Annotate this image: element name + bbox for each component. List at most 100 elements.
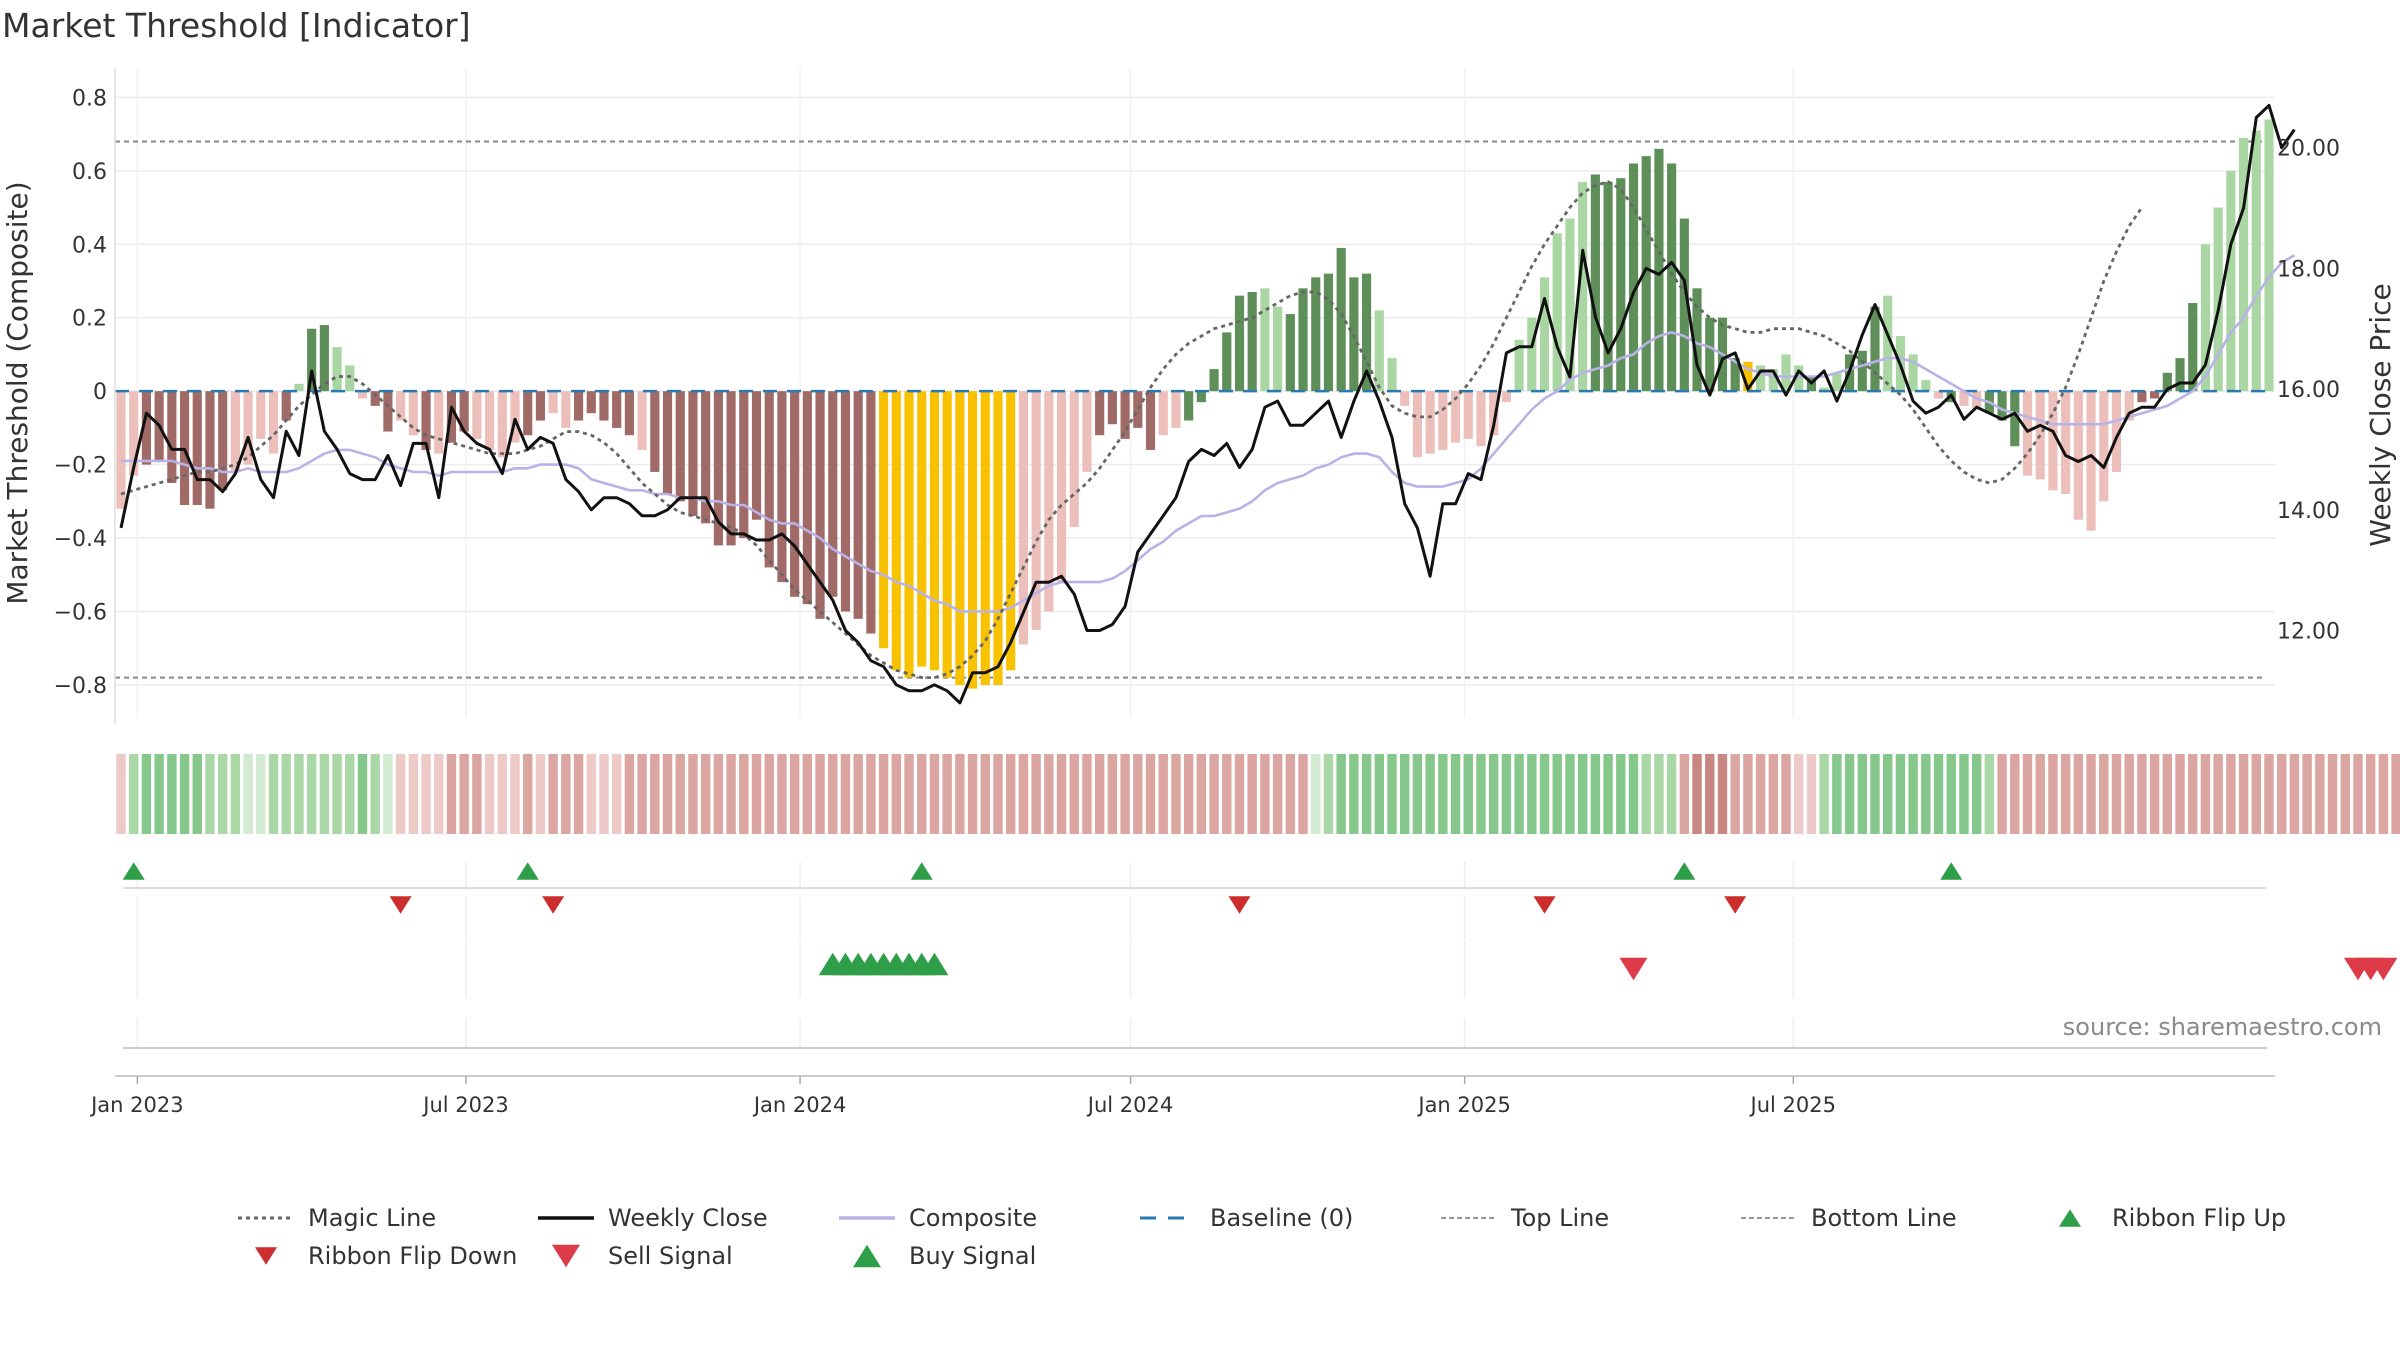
composite-bar	[1552, 233, 1562, 392]
ribbon-segment	[306, 754, 317, 834]
signal-markers	[122, 862, 2398, 1049]
ribbon-segment	[2035, 754, 2045, 834]
ribbon-segment	[1514, 754, 1524, 834]
ribbon-segment	[243, 754, 253, 834]
sell-signal-marker	[1619, 957, 1648, 981]
ribbon-segment	[675, 754, 685, 834]
ribbon-segment	[2175, 754, 2185, 834]
composite-bar	[1781, 354, 1791, 392]
composite-bar	[1374, 310, 1384, 392]
composite-bar	[1425, 391, 1435, 454]
ribbon-segment	[2238, 754, 2249, 834]
composite-bar	[866, 391, 876, 634]
composite-bar	[408, 391, 418, 436]
composite-bar	[637, 391, 647, 450]
ribbon-segment	[2289, 754, 2300, 834]
composite-bar	[1667, 163, 1677, 392]
composite-bar	[230, 391, 240, 472]
composite-bar	[2048, 391, 2058, 491]
composite-bar	[2200, 244, 2211, 392]
ribbon-flip-up-marker	[1673, 862, 1696, 880]
composite-bar	[1222, 332, 1232, 392]
ribbon-segment	[1209, 754, 1219, 834]
composite-bar	[726, 391, 736, 546]
ribbon-segment	[472, 754, 482, 834]
ribbon-segment	[1272, 754, 1283, 834]
ribbon-segment	[1819, 754, 1829, 834]
composite-bar	[2213, 207, 2223, 392]
ribbon-segment	[1336, 754, 1346, 834]
composite-bar	[929, 391, 940, 671]
ribbon-segment	[1120, 754, 1130, 834]
chart-title: Market Threshold [Indicator]	[2, 6, 471, 45]
ribbon-segment	[1222, 754, 1232, 834]
ribbon-segment	[548, 754, 558, 834]
composite-bar	[904, 391, 914, 678]
ribbon-segment	[1006, 754, 1016, 834]
ribbon-segment	[1438, 754, 1448, 834]
ribbon-segment	[2099, 754, 2109, 834]
ribbon-segment	[1349, 754, 1359, 834]
composite-bar	[1387, 358, 1397, 392]
ribbon-segment	[1196, 754, 1207, 834]
ribbon-segment	[446, 754, 457, 834]
ribbon-segment	[891, 754, 902, 834]
composite-bar	[2162, 372, 2172, 392]
composite-bar	[2251, 130, 2261, 392]
composite-bar	[701, 391, 711, 524]
composite-bar	[1260, 288, 1270, 392]
ribbon-segment	[1565, 754, 1575, 834]
ribbon-segment	[2264, 754, 2274, 834]
x-tick-label: Jul 2023	[421, 1093, 508, 1117]
ribbon-segment	[1654, 754, 1664, 834]
ribbon-segment	[586, 754, 596, 834]
ribbon-segment	[1806, 754, 1817, 834]
ribbon-segment	[2022, 754, 2033, 834]
composite-bar	[1933, 391, 1944, 399]
ribbon-segment	[688, 754, 698, 834]
composite-bar	[1285, 314, 1295, 392]
composite-bar	[1578, 181, 1588, 392]
ribbon-segment	[713, 754, 724, 834]
composite-bar	[1819, 387, 1829, 392]
composite-bar	[1450, 391, 1461, 443]
ribbon-segment	[484, 754, 495, 834]
composite-bar	[1539, 277, 1550, 392]
legend-label: Magic Line	[308, 1204, 436, 1232]
ribbon-flip-up-marker	[910, 862, 933, 880]
ribbon-segment	[345, 754, 355, 834]
ribbon-segment	[1997, 754, 2007, 834]
composite-bar	[1209, 369, 1219, 392]
composite-bar	[523, 391, 533, 436]
composite-bar	[1654, 148, 1664, 392]
ribbon-segment	[116, 754, 126, 834]
ribbon-flip-up-marker	[516, 862, 539, 880]
buy-signal-marker	[920, 952, 949, 976]
ribbon-segment	[1056, 754, 1067, 834]
composite-bar	[675, 391, 685, 502]
composite-bar	[1247, 292, 1257, 392]
composite-bar	[332, 347, 342, 392]
ribbon-segment	[217, 754, 228, 834]
ribbon-segment	[1107, 754, 1118, 834]
ribbon-segment	[1387, 754, 1397, 834]
grid-lines	[115, 68, 2275, 1048]
composite-bar	[1489, 391, 1499, 436]
ribbon-segment	[624, 754, 635, 834]
ribbon-segment	[319, 754, 330, 834]
ribbon-segment	[154, 754, 164, 834]
ribbon-segment	[1082, 754, 1092, 834]
ribbon-segment	[1476, 754, 1486, 834]
ribbon-segment	[523, 754, 533, 834]
composite-bar	[1184, 391, 1194, 421]
composite-bar	[1527, 317, 1537, 392]
composite-bar	[1234, 295, 1245, 392]
ribbon-segment	[332, 754, 342, 834]
ribbon-segment	[2188, 754, 2198, 834]
ribbon-segment	[408, 754, 419, 834]
ribbon-segment	[2226, 754, 2236, 834]
ribbon-segment	[980, 754, 990, 834]
ribbon-segment	[2340, 754, 2350, 834]
x-axis: Jan 2023 Jul 2023 Jan 2024 Jul 2024 Jan 2025…	[89, 1075, 2275, 1117]
composite-bar	[1400, 391, 1410, 406]
